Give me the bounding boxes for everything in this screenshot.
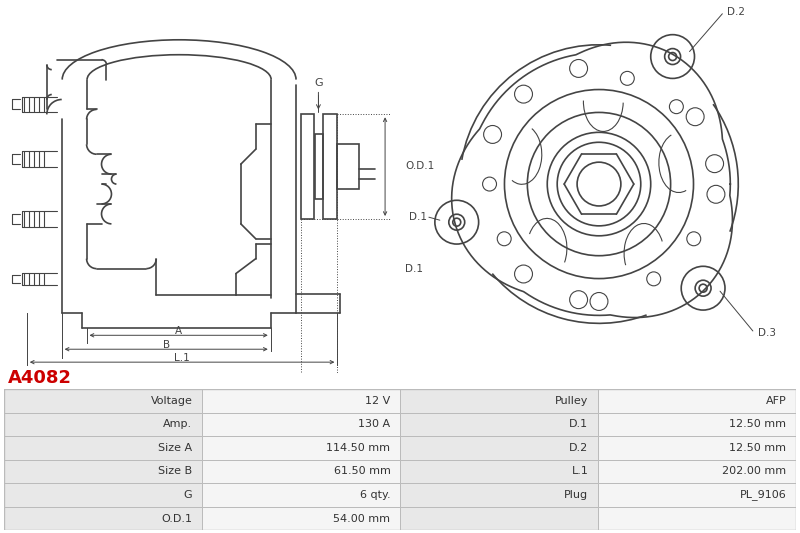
Bar [202,483,400,507]
Bar [598,436,796,459]
Text: A: A [174,326,182,336]
Bar [4,459,202,483]
Bar [400,389,598,413]
Bar [202,413,400,436]
Text: 130 A: 130 A [358,419,390,430]
Text: 6 qty.: 6 qty. [360,490,390,500]
Text: G: G [184,490,193,500]
Text: G: G [314,78,322,87]
Bar [598,483,796,507]
Bar [400,436,598,459]
Text: D.2: D.2 [727,7,746,17]
Text: D.1: D.1 [409,212,427,222]
Text: O.D.1: O.D.1 [162,514,193,523]
Text: Voltage: Voltage [150,396,193,406]
Bar [598,507,796,530]
Text: O.D.1: O.D.1 [405,161,434,171]
Bar [202,436,400,459]
Text: L.1: L.1 [174,353,190,363]
Bar [4,436,202,459]
Bar [400,507,598,530]
Bar [4,483,202,507]
Text: 12.50 mm: 12.50 mm [730,419,786,430]
Bar [301,115,314,219]
Text: Plug: Plug [564,490,589,500]
Bar [338,144,359,189]
Bar [4,389,202,413]
Text: Pulley: Pulley [555,396,589,406]
Text: PL_9106: PL_9106 [740,490,786,500]
Bar [4,413,202,436]
Bar [598,413,796,436]
Bar [202,389,400,413]
Text: A4082: A4082 [8,369,72,387]
Bar [315,134,323,199]
Text: L.1: L.1 [572,466,589,477]
Text: 12 V: 12 V [366,396,390,406]
Text: Size B: Size B [158,466,193,477]
Bar [400,483,598,507]
Text: 202.00 mm: 202.00 mm [722,466,786,477]
Bar [202,459,400,483]
Text: 54.00 mm: 54.00 mm [334,514,390,523]
Text: 61.50 mm: 61.50 mm [334,466,390,477]
Bar [400,459,598,483]
Text: B: B [162,340,170,350]
Text: Size A: Size A [158,443,193,453]
Text: D.1: D.1 [570,419,589,430]
Bar [598,459,796,483]
Bar [4,507,202,530]
Bar [202,507,400,530]
Text: 12.50 mm: 12.50 mm [730,443,786,453]
Text: AFP: AFP [766,396,786,406]
Bar [598,389,796,413]
Bar [323,115,338,219]
Text: D.1: D.1 [405,264,423,273]
Text: D.2: D.2 [570,443,589,453]
Bar [400,413,598,436]
Text: 114.50 mm: 114.50 mm [326,443,390,453]
Text: D.3: D.3 [758,328,776,338]
Text: Amp.: Amp. [163,419,193,430]
